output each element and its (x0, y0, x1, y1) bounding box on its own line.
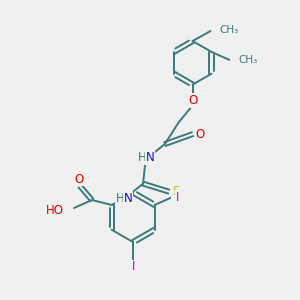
Text: N: N (124, 192, 133, 205)
Text: H: H (138, 152, 146, 164)
Text: O: O (74, 173, 84, 186)
Text: I: I (176, 190, 179, 204)
Text: O: O (188, 94, 197, 107)
Text: CH₃: CH₃ (219, 25, 238, 35)
Text: HO: HO (46, 204, 64, 218)
Text: CH₃: CH₃ (238, 55, 257, 65)
Text: N: N (146, 152, 154, 164)
Text: S: S (172, 185, 179, 198)
Text: H: H (116, 192, 125, 205)
Text: O: O (195, 128, 204, 141)
Text: I: I (131, 260, 135, 273)
